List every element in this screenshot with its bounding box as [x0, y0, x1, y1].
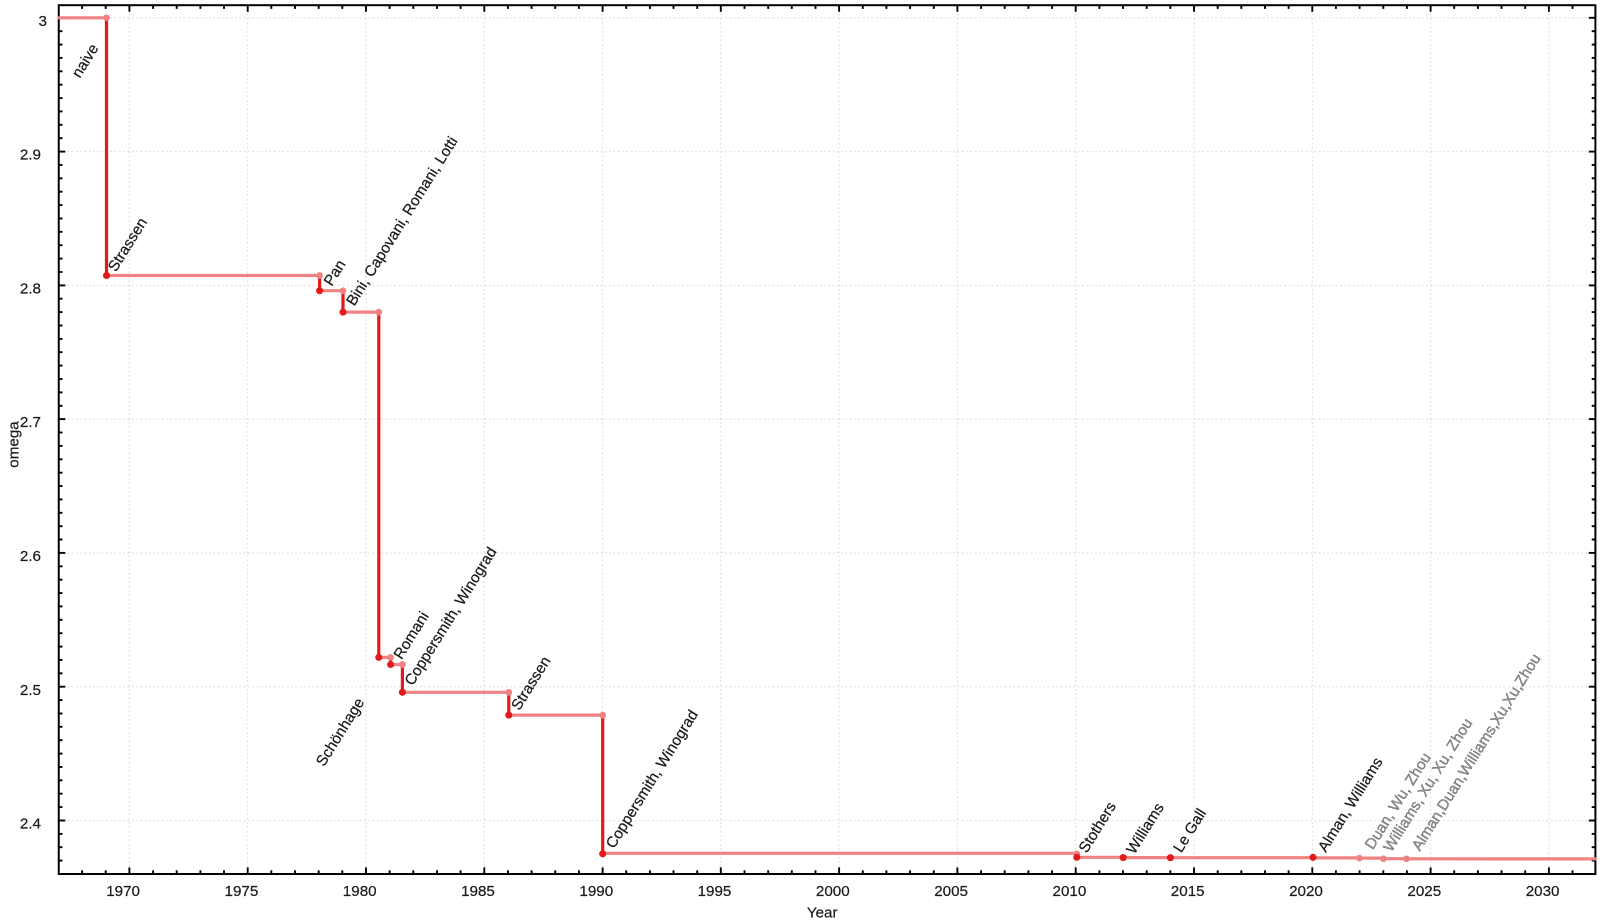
svg-text:2025: 2025	[1407, 883, 1441, 900]
svg-text:1980: 1980	[343, 883, 377, 900]
svg-text:2005: 2005	[934, 883, 968, 900]
svg-text:2.4: 2.4	[20, 816, 41, 833]
svg-text:2.5: 2.5	[20, 682, 41, 699]
svg-text:2.7: 2.7	[20, 414, 41, 431]
svg-text:1990: 1990	[579, 883, 613, 900]
svg-text:2000: 2000	[816, 883, 850, 900]
svg-text:2010: 2010	[1053, 883, 1087, 900]
svg-text:2.9: 2.9	[20, 147, 41, 164]
svg-text:omega: omega	[6, 421, 23, 468]
svg-text:1975: 1975	[225, 883, 259, 900]
svg-text:2030: 2030	[1526, 883, 1560, 900]
svg-text:2.8: 2.8	[20, 280, 41, 297]
svg-text:1970: 1970	[106, 883, 140, 900]
svg-text:3: 3	[38, 13, 46, 30]
svg-text:2.6: 2.6	[20, 548, 41, 565]
svg-text:Year: Year	[807, 905, 838, 920]
svg-text:1985: 1985	[461, 883, 495, 900]
svg-text:2015: 2015	[1171, 883, 1205, 900]
svg-text:2020: 2020	[1289, 883, 1323, 900]
svg-text:1995: 1995	[698, 883, 732, 900]
